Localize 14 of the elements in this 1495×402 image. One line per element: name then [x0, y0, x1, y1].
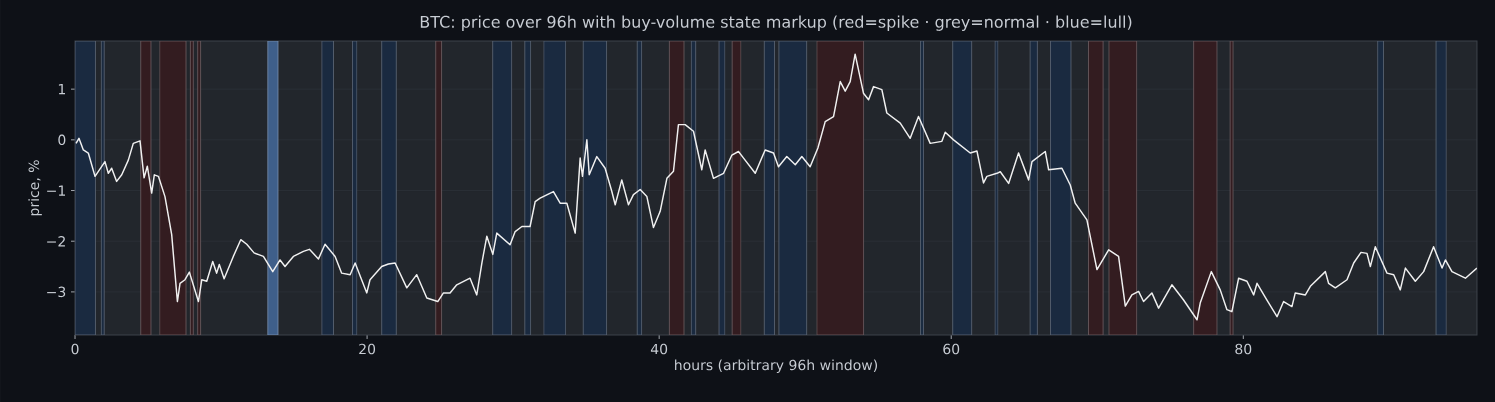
- y-tick-label: −3: [47, 286, 66, 298]
- x-tick-label: 40: [650, 343, 668, 355]
- y-tick-label: −2: [47, 236, 65, 247]
- y-tick-label: 0: [58, 134, 66, 146]
- x-tick-label: 80: [1235, 343, 1252, 355]
- y-axis-title: price, %: [28, 160, 42, 216]
- x-tick-label: 0: [71, 343, 79, 355]
- chart-title: BTC: price over 96h with buy-volume state markup (red=spike · grey=normal · blue=lull): [420, 15, 1132, 31]
- line-series: [75, 53, 1477, 321]
- y-tick-label: 1: [58, 84, 66, 95]
- x-tick-label: 60: [943, 343, 960, 355]
- x-axis-title: hours (arbitrary 96h window): [675, 359, 878, 373]
- x-tick-label: 20: [359, 343, 376, 355]
- y-tick-label: −1: [47, 185, 66, 196]
